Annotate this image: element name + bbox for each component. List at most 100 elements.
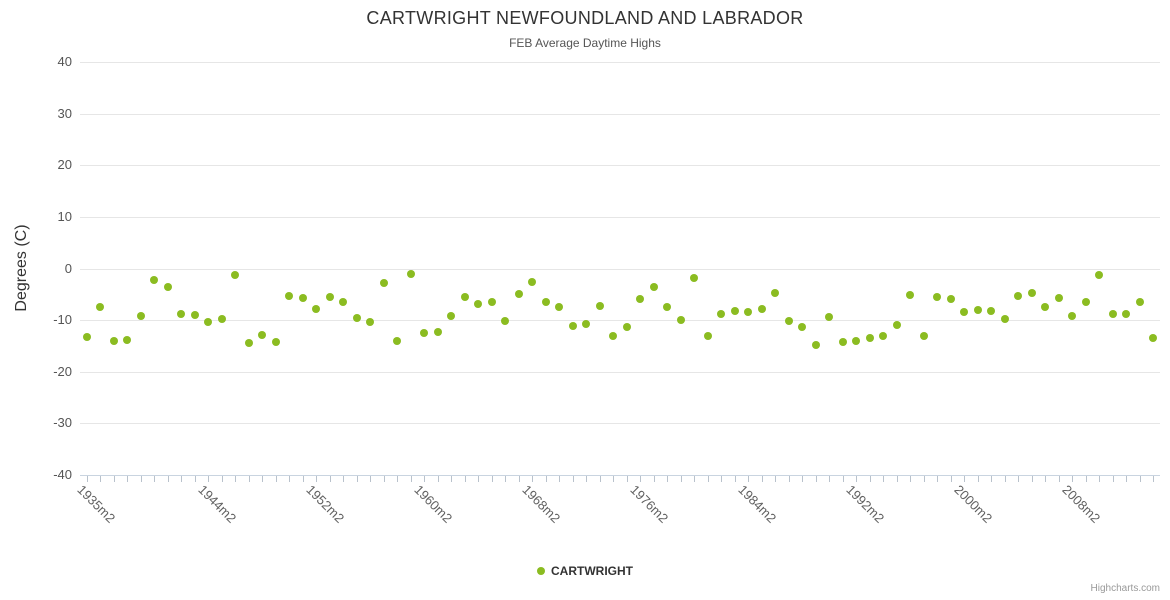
data-point[interactable] (447, 311, 456, 320)
data-point[interactable] (1149, 334, 1158, 343)
data-point[interactable] (190, 310, 199, 319)
data-point[interactable] (487, 298, 496, 307)
data-point[interactable] (514, 289, 523, 298)
data-point[interactable] (298, 294, 307, 303)
data-point[interactable] (852, 336, 861, 345)
x-axis-tick (626, 476, 628, 482)
y-gridline (80, 113, 1160, 115)
data-point[interactable] (109, 336, 118, 345)
data-point[interactable] (474, 299, 483, 308)
data-point[interactable] (744, 307, 753, 316)
data-point[interactable] (636, 295, 645, 304)
data-point[interactable] (379, 278, 388, 287)
data-point[interactable] (825, 313, 834, 322)
data-point[interactable] (285, 292, 294, 301)
data-point[interactable] (838, 337, 847, 346)
data-point[interactable] (906, 291, 915, 300)
x-axis-tick (262, 476, 264, 482)
data-point[interactable] (433, 327, 442, 336)
data-point[interactable] (784, 317, 793, 326)
data-point[interactable] (717, 310, 726, 319)
data-point[interactable] (325, 292, 334, 301)
data-point[interactable] (946, 294, 955, 303)
data-point[interactable] (595, 301, 604, 310)
data-point[interactable] (582, 319, 591, 328)
data-point[interactable] (703, 332, 712, 341)
data-point[interactable] (1054, 294, 1063, 303)
x-axis-tick (343, 476, 345, 482)
data-point[interactable] (123, 335, 132, 344)
data-point[interactable] (1122, 310, 1131, 319)
data-point[interactable] (352, 313, 361, 322)
data-point[interactable] (568, 321, 577, 330)
data-point[interactable] (258, 330, 267, 339)
data-point[interactable] (231, 271, 240, 280)
x-axis-tick (856, 476, 858, 482)
data-point[interactable] (1095, 270, 1104, 279)
data-point[interactable] (96, 303, 105, 312)
x-axis-tick (653, 476, 655, 482)
data-point[interactable] (204, 317, 213, 326)
x-axis-label: 2000m2 (951, 482, 996, 526)
data-point[interactable] (82, 333, 91, 342)
legend-item-cartwright[interactable]: CARTWRIGHT (0, 564, 1170, 578)
x-axis-tick (100, 476, 102, 482)
data-point[interactable] (136, 311, 145, 320)
data-point[interactable] (1041, 303, 1050, 312)
data-point[interactable] (919, 331, 928, 340)
data-point[interactable] (1027, 288, 1036, 297)
x-axis-tick (424, 476, 426, 482)
data-point[interactable] (501, 316, 510, 325)
data-point[interactable] (177, 309, 186, 318)
x-axis-tick (370, 476, 372, 482)
data-point[interactable] (150, 276, 159, 285)
data-point[interactable] (163, 282, 172, 291)
highcharts-credit-link[interactable]: Highcharts.com (1090, 583, 1160, 594)
data-point[interactable] (460, 293, 469, 302)
data-point[interactable] (663, 303, 672, 312)
x-axis-tick (518, 476, 520, 482)
data-point[interactable] (865, 334, 874, 343)
data-point[interactable] (1068, 311, 1077, 320)
data-point[interactable] (960, 307, 969, 316)
data-point[interactable] (649, 283, 658, 292)
x-axis-tick (451, 476, 453, 482)
x-axis-tick (1099, 476, 1101, 482)
data-point[interactable] (1014, 292, 1023, 301)
data-point[interactable] (622, 322, 631, 331)
x-axis-tick (721, 476, 723, 482)
data-point[interactable] (757, 304, 766, 313)
data-point[interactable] (406, 270, 415, 279)
data-point[interactable] (541, 297, 550, 306)
data-point[interactable] (312, 304, 321, 313)
data-point[interactable] (393, 336, 402, 345)
data-point[interactable] (811, 340, 820, 349)
data-point[interactable] (609, 331, 618, 340)
data-point[interactable] (1000, 314, 1009, 323)
data-point[interactable] (879, 331, 888, 340)
x-axis-tick (829, 476, 831, 482)
x-axis-tick (127, 476, 129, 482)
data-point[interactable] (892, 321, 901, 330)
data-point[interactable] (244, 339, 253, 348)
x-axis-tick (1031, 476, 1033, 482)
data-point[interactable] (271, 337, 280, 346)
data-point[interactable] (1108, 309, 1117, 318)
data-point[interactable] (339, 298, 348, 307)
data-point[interactable] (217, 315, 226, 324)
data-point[interactable] (366, 318, 375, 327)
data-point[interactable] (555, 302, 564, 311)
data-point[interactable] (1135, 297, 1144, 306)
data-point[interactable] (933, 293, 942, 302)
data-point[interactable] (676, 316, 685, 325)
data-point[interactable] (690, 274, 699, 283)
data-point[interactable] (987, 307, 996, 316)
data-point[interactable] (798, 322, 807, 331)
data-point[interactable] (420, 328, 429, 337)
data-point[interactable] (528, 277, 537, 286)
data-point[interactable] (1081, 298, 1090, 307)
data-point[interactable] (730, 306, 739, 315)
data-point[interactable] (771, 289, 780, 298)
data-point[interactable] (973, 306, 982, 315)
chart-title: CARTWRIGHT NEWFOUNDLAND AND LABRADOR (366, 8, 804, 28)
